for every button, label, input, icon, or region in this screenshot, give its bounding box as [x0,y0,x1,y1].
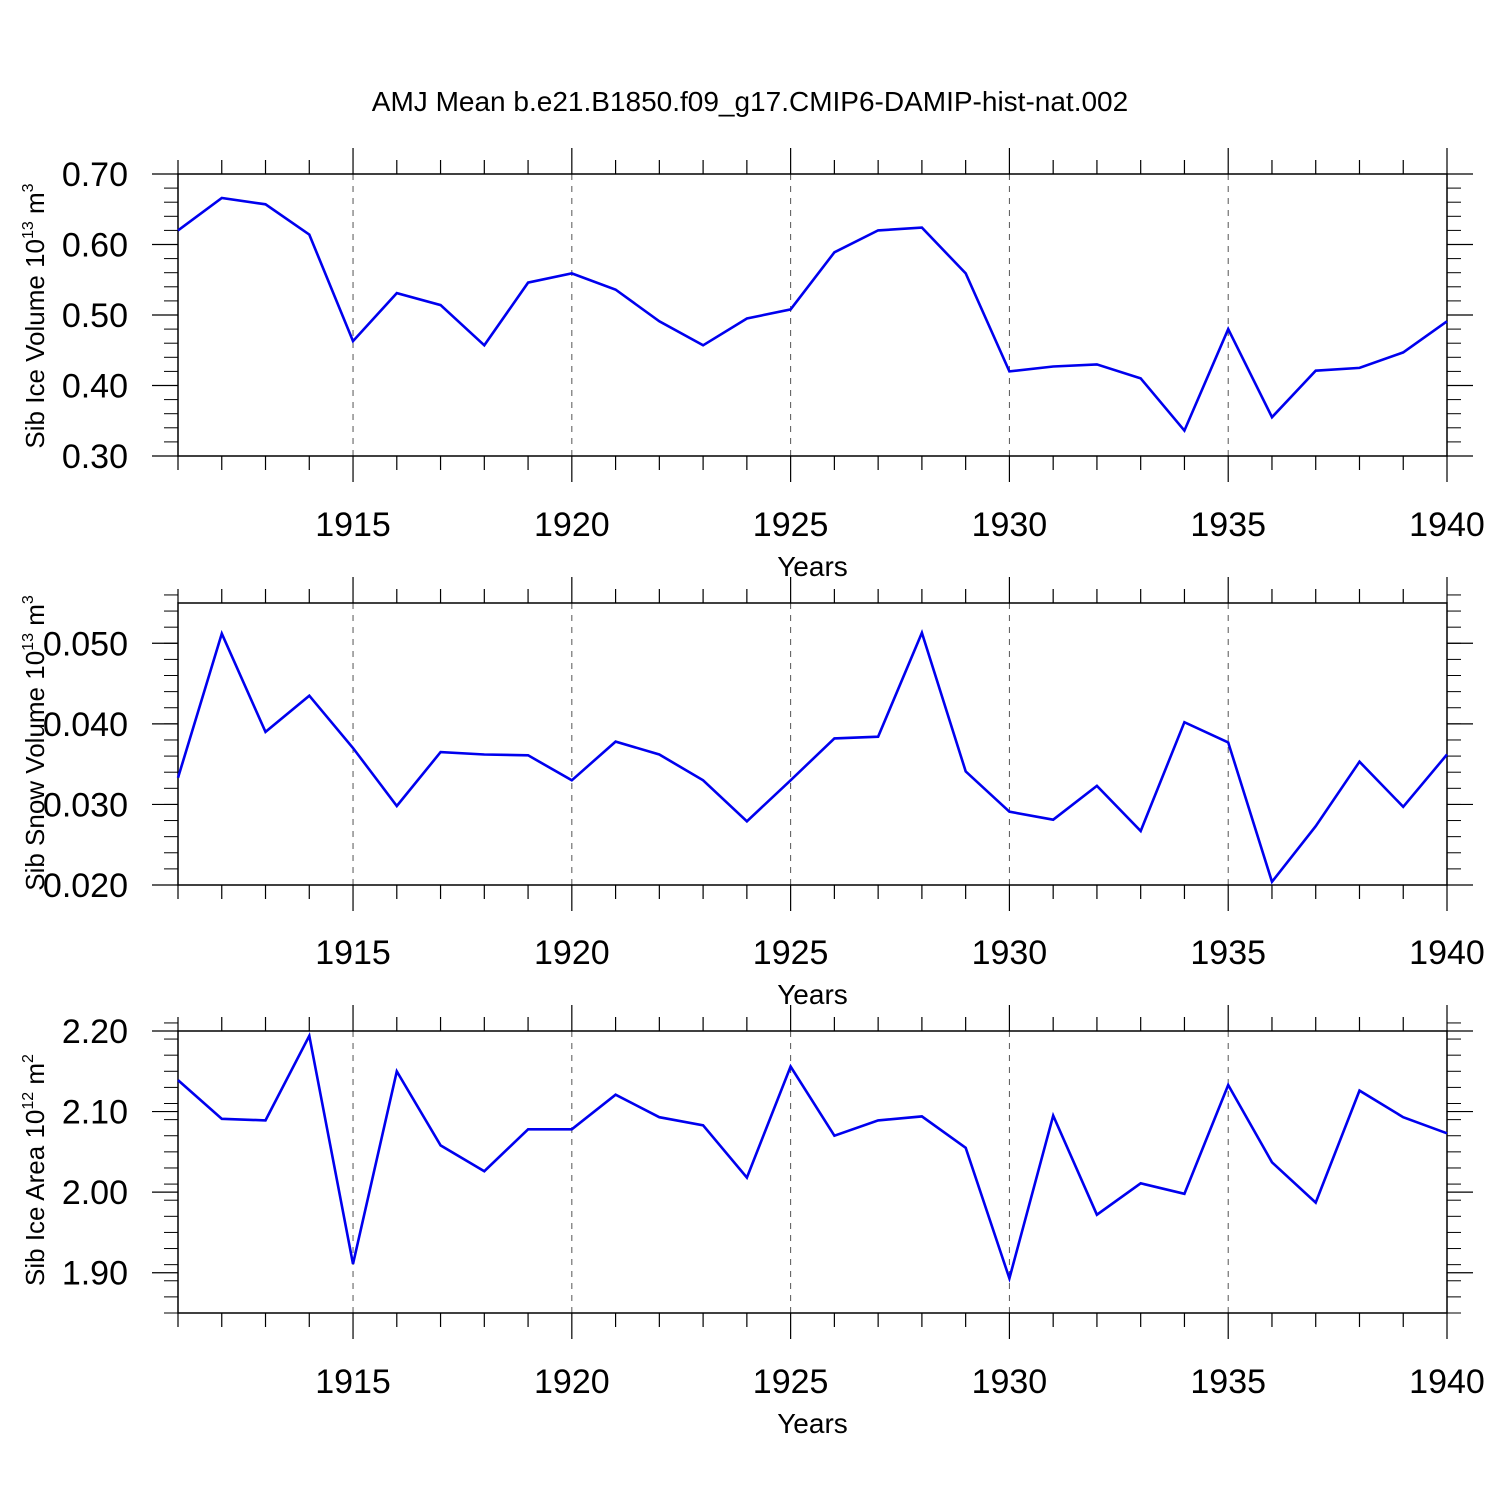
series-line-sib-snow-volume [176,629,1448,885]
panel-sib-snow-volume: 0.020 0.030 0.040 0.050 1915 1920 1925 1930 1935… [20,577,1485,1010]
series-line-sib-ice-volume [177,196,1448,434]
plot-frame [177,602,1448,886]
y-tick-label: 0.50 [62,297,128,335]
x-tick-label: 1920 [534,506,610,544]
series-line-sib-ice-area [177,1031,1448,1283]
x-tick-label: 1940 [1409,506,1485,544]
x-tick-label: 1915 [315,1363,391,1401]
y-axis-label: Sib Snow Volume 1013 m3 [20,595,50,891]
x-tick-label: 1920 [534,1363,610,1401]
x-tick-label: 1935 [1190,506,1266,544]
x-tick-label: 1925 [753,934,829,972]
plot-frame [177,173,1448,457]
x-tick-label: 1915 [315,506,391,544]
x-axis-label: Years [777,551,848,582]
x-tick-label: 1925 [753,1363,829,1401]
x-axis-label: Years [777,1408,848,1439]
x-tick-label: 1940 [1409,934,1485,972]
y-tick-label: 2.00 [62,1174,128,1212]
y-tick-label: 2.20 [62,1013,128,1051]
y-tick-label: 0.30 [62,438,128,476]
panel-sib-ice-area: 1.90 2.00 2.10 2.20 1915 1920 1925 1930 1935 1940… [20,1005,1485,1439]
y-axis-label: Sib Ice Area 1012 m2 [20,1054,50,1286]
y-tick-label: 0.030 [43,786,128,824]
plot-frame [177,1030,1448,1314]
y-tick-label: 0.70 [62,156,128,194]
x-tick-label: 1915 [315,934,391,972]
x-tick-label: 1930 [972,934,1048,972]
chart-title: AMJ Mean b.e21.B1850.f09_g17.CMIP6-DAMIP… [372,86,1128,117]
y-tick-label: 0.020 [43,867,128,905]
y-tick-label: 2.10 [62,1094,128,1132]
y-tick-label: 0.60 [62,227,128,265]
x-tick-label: 1930 [972,506,1048,544]
x-tick-label: 1935 [1190,1363,1266,1401]
y-tick-label: 1.90 [62,1255,128,1293]
x-tick-label: 1930 [972,1363,1048,1401]
y-axis-label: Sib Ice Volume 1013 m3 [20,183,50,448]
y-tick-label: 0.050 [43,625,128,663]
panel-sib-ice-volume: 0.30 0.40 0.50 0.60 0.70 1915 1920 1925 1930 1935… [20,148,1485,582]
x-axis-label: Years [777,979,848,1010]
x-tick-label: 1935 [1190,934,1266,972]
x-tick-label: 1920 [534,934,610,972]
x-tick-label: 1925 [753,506,829,544]
y-tick-label: 0.40 [62,368,128,406]
x-tick-label: 1940 [1409,1363,1485,1401]
y-tick-label: 0.040 [43,706,128,744]
